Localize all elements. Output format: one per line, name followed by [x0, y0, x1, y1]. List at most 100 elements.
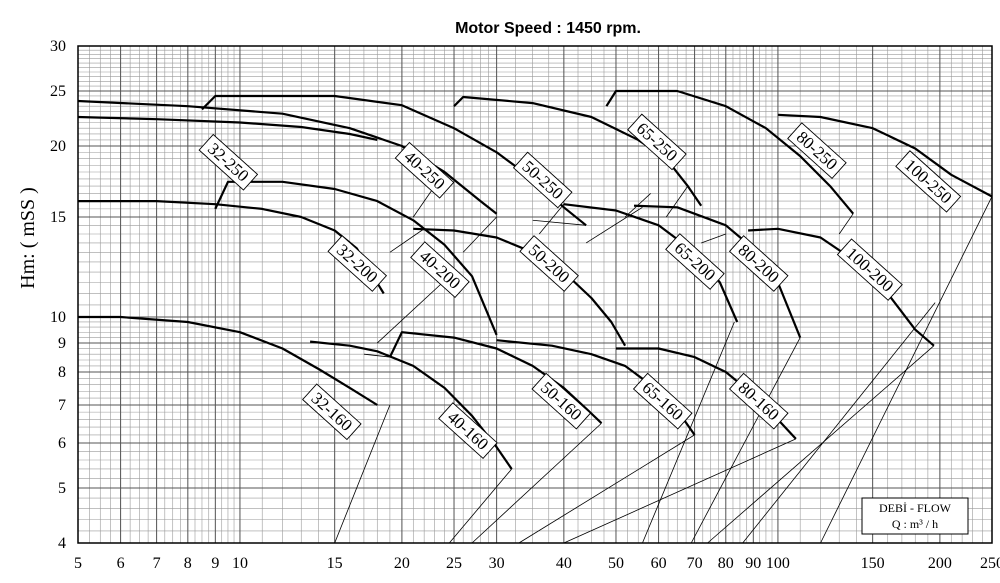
- efficiency-line: [820, 196, 993, 544]
- x-tick-label: 30: [489, 555, 505, 572]
- y-tick-label: 7: [58, 397, 66, 414]
- curve-label-box: [632, 372, 693, 430]
- curve-32-160: [78, 315, 378, 406]
- efficiency-line: [334, 404, 391, 544]
- efficiency-line: [518, 434, 695, 544]
- efficiency-line: [538, 203, 565, 235]
- curve-label-50-200: 50-200: [519, 235, 579, 292]
- x-tick-label: 5: [74, 555, 82, 572]
- curve-label-32-160: 32-160: [302, 383, 362, 441]
- efficiency-line: [449, 468, 513, 544]
- flow-legend-box: [861, 497, 969, 535]
- curve-label-100-250: 100-250: [895, 150, 962, 213]
- x-tick-label: 40: [556, 555, 572, 572]
- x-tick-label: 15: [327, 555, 343, 572]
- curve-label-box: [836, 238, 903, 301]
- curve-label-box: [895, 150, 962, 213]
- x-tick-label: 25: [446, 555, 462, 572]
- curve-label-box: [198, 133, 259, 191]
- efficiency-line: [532, 219, 587, 226]
- y-axis-label: Hm: ( mSS ): [17, 187, 39, 289]
- x-tick-label: 50: [608, 555, 624, 572]
- efficiency-lines: [334, 171, 993, 544]
- x-tick-label: 150: [861, 555, 885, 572]
- curve-label-box: [302, 383, 362, 441]
- curve-label-text: 50-250: [518, 157, 567, 203]
- curve-label-50-160: 50-160: [531, 372, 592, 430]
- x-tick-label: 9: [211, 555, 219, 572]
- curve-100-250: [777, 113, 993, 198]
- x-tick-label: 80: [718, 555, 734, 572]
- y-tick-label: 9: [58, 335, 66, 352]
- flow-legend-line2: Q : m³ / h: [892, 517, 938, 531]
- curve-label-box: [410, 241, 470, 299]
- x-tick-label: 200: [928, 555, 952, 572]
- curve-label-box: [665, 233, 725, 290]
- efficiency-line: [690, 337, 801, 544]
- flow-legend-line1: DEBİ - FLOW: [879, 501, 952, 515]
- curve-65-250: [453, 95, 703, 207]
- x-tick-label: 250: [980, 555, 1000, 572]
- curve-label-text: 40-200: [416, 246, 465, 292]
- curve-label-text: 32-160: [308, 389, 357, 435]
- y-tick-label: 10: [50, 309, 66, 326]
- y-tick-label: 4: [58, 535, 66, 552]
- curve-label-box: [728, 235, 789, 292]
- efficiency-line: [563, 438, 797, 544]
- x-tick-label: 60: [651, 555, 667, 572]
- x-tick-label: 20: [394, 555, 410, 572]
- y-tick-label: 6: [58, 435, 66, 452]
- curve-32-250: [77, 115, 378, 141]
- efficiency-line: [363, 353, 390, 358]
- efficiency-line: [707, 345, 935, 544]
- efficiency-line: [585, 206, 643, 244]
- efficiency-line: [642, 321, 735, 544]
- curve-label-100-200: 100-200: [836, 238, 903, 301]
- y-tick-label: 30: [50, 38, 66, 55]
- curve-label-box: [394, 141, 455, 199]
- curve-label-text: 32-200: [333, 240, 382, 286]
- curve-80-250: [605, 89, 855, 215]
- curve-label-40-250: 40-250: [394, 141, 455, 199]
- curve-label-text: 100-250: [901, 155, 956, 207]
- y-tick-labels: 4 5 6 7 8 9 10 15 20 25 30: [50, 38, 66, 552]
- curve-label-32-200: 32-200: [327, 235, 388, 292]
- efficiency-line: [701, 233, 726, 244]
- efficiency-line: [471, 422, 602, 544]
- curve-label-box: [787, 122, 847, 180]
- x-tick-label: 7: [153, 555, 161, 572]
- y-tick-label: 20: [50, 138, 66, 155]
- efficiency-line: [838, 213, 854, 235]
- curve-80-200: [633, 204, 802, 339]
- curve-label-text: 50-200: [525, 240, 574, 286]
- curve-label-box: [438, 402, 498, 460]
- y-tick-label: 5: [58, 480, 66, 497]
- y-tick-label: 15: [50, 209, 66, 226]
- curve-label-box: [512, 151, 573, 209]
- x-tick-label: 100: [766, 555, 790, 572]
- curve-label-box: [531, 372, 592, 430]
- curve-label-box: [728, 372, 789, 430]
- curve-50-160: [388, 331, 603, 424]
- efficiency-line: [665, 185, 689, 218]
- curve-label-50-250: 50-250: [512, 151, 573, 209]
- curve-label-80-200: 80-200: [728, 235, 789, 292]
- x-tick-label: 90: [745, 555, 761, 572]
- flow-legend: DEBİ - FLOW Q : m³ / h: [861, 497, 969, 535]
- curve-label-box: [627, 113, 687, 171]
- efficiency-line: [389, 228, 425, 253]
- curve-label-box: [327, 235, 388, 292]
- curve-label-box: [519, 235, 579, 292]
- plot-frame: [77, 45, 993, 544]
- efficiency-line: [742, 302, 936, 544]
- x-tick-label: 70: [687, 555, 703, 572]
- x-tick-label: 6: [117, 555, 125, 572]
- x-tick-label: 10: [232, 555, 248, 572]
- chart-title: Motor Speed : 1450 rpm.: [455, 20, 641, 37]
- y-tick-label: 25: [50, 83, 66, 100]
- curve-label-65-160: 65-160: [632, 372, 693, 430]
- x-tick-labels: 5 6 7 8 9 10 15 20 25 30 40 50 60 70 80 90 100 150 200 250: [74, 555, 1000, 572]
- curve-label-80-250: 80-250: [787, 122, 847, 180]
- y-tick-label: 8: [58, 364, 66, 381]
